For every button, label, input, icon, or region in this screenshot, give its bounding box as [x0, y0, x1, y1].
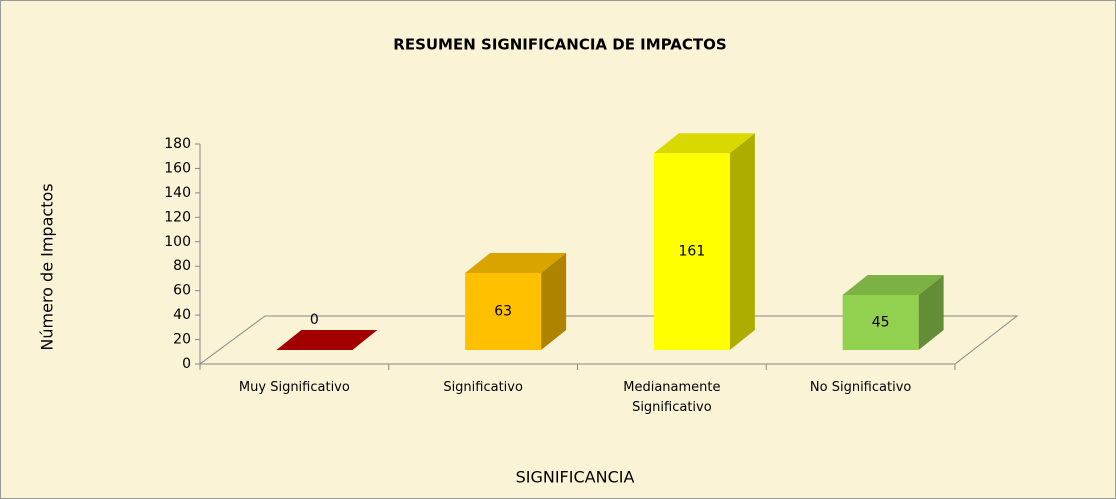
x-tick-label-box: Significativo: [443, 380, 523, 395]
bar-top: [465, 253, 567, 273]
x-tick-label-box: Medianamente Significativo: [623, 380, 721, 415]
bar: [842, 275, 944, 350]
value-label: 45: [872, 315, 890, 331]
x-tick-label-box: No Significativo: [809, 380, 912, 395]
y-tick-label: 120: [164, 209, 191, 225]
bar-top: [653, 133, 755, 154]
y-axis-title: Número de Impactos: [38, 183, 57, 350]
bar-side: [918, 275, 944, 350]
bar-front: [465, 273, 542, 350]
value-label: 0: [310, 312, 319, 328]
y-tick-label: 160: [164, 160, 191, 176]
floor: [198, 315, 1019, 365]
y-tick-label: 60: [173, 283, 191, 299]
chart-title: RESUMEN SIGNIFICANCIA DE IMPACTOS: [393, 36, 726, 54]
y-tick-label: 140: [164, 185, 191, 201]
bar-side: [729, 133, 755, 350]
y-tick-label: 100: [164, 234, 191, 250]
bar: [653, 133, 755, 350]
x-tick-label: No Significativo: [809, 380, 912, 395]
x-tick-label: Muy Significativo: [238, 380, 350, 395]
y-tick-label: 20: [173, 332, 191, 348]
bar-front: [653, 153, 730, 350]
bar-front: [842, 295, 919, 350]
y-tick-label: 0: [182, 356, 191, 372]
bar: [276, 330, 378, 350]
y-tick-label: 80: [173, 258, 191, 274]
x-axis-title: SIGNIFICANCIA: [516, 468, 635, 487]
bar-top: [842, 275, 944, 295]
y-tick-label: 40: [173, 307, 191, 323]
x-tick-label: Medianamente Significativo: [623, 380, 721, 415]
x-tick-label-box: Muy Significativo: [238, 380, 350, 395]
bar-top: [276, 330, 378, 350]
x-tick-label: Significativo: [443, 380, 523, 395]
bar: [465, 253, 567, 350]
value-label: 63: [494, 304, 512, 320]
y-tick-label: 180: [164, 136, 191, 152]
bar-side: [541, 253, 567, 350]
value-label: 161: [679, 244, 706, 260]
